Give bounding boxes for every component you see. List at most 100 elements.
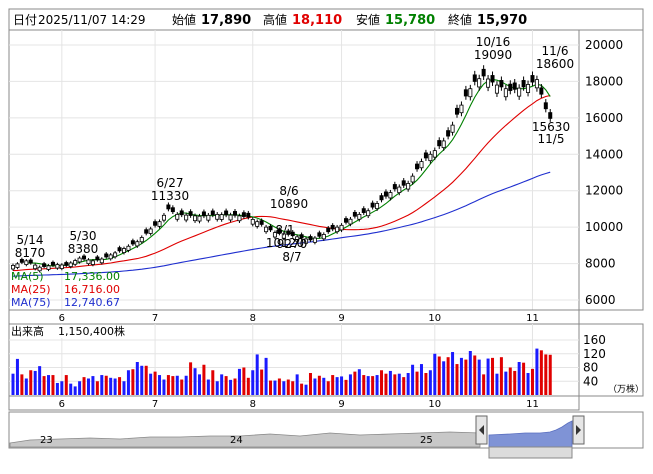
price-x-tick: 7 (152, 313, 158, 324)
price-y-tick: 8000 (585, 257, 616, 271)
candle-body (375, 203, 380, 210)
annotation-value: 10890 (270, 197, 308, 211)
candle-body (472, 74, 477, 82)
candle-body (68, 262, 73, 268)
volume-bar (508, 367, 512, 395)
volume-unit: （万株） (608, 383, 644, 395)
close-value: 15,970 (477, 13, 527, 28)
annotation-value: 9270 (277, 237, 308, 251)
volume-bar (149, 373, 153, 395)
volume-bar (24, 378, 28, 395)
volume-bar (424, 373, 428, 395)
candle-body (170, 207, 175, 213)
candle-body (82, 255, 87, 260)
candle-body (259, 220, 264, 225)
volume-bar (340, 376, 344, 395)
candle-body (206, 214, 211, 221)
annotation-value: 18600 (536, 57, 574, 71)
candle-body (179, 210, 184, 216)
candle-body (219, 214, 224, 220)
volume-bar (504, 371, 508, 395)
candle-body (441, 140, 446, 149)
volume-bar (437, 356, 441, 395)
annotation-date: 6/27 (157, 176, 184, 190)
volume-bar (291, 381, 295, 395)
volume-bar (144, 365, 148, 395)
candle-body (348, 218, 353, 225)
volume-bar (482, 374, 486, 395)
candle-body (361, 208, 366, 213)
volume-bar (131, 369, 135, 395)
volume-x-tick: 9 (338, 399, 344, 410)
annotation-value: 8380 (68, 242, 99, 256)
candle-body (64, 262, 69, 266)
volume-bar (348, 374, 352, 395)
volume-x-axis: 6 7 8 9 10 11 (8, 395, 580, 411)
candle-body (330, 224, 335, 230)
volume-bar (255, 354, 259, 395)
candle-body (90, 260, 95, 265)
volume-bar (140, 365, 144, 395)
candle-body (494, 84, 499, 94)
candle-body (130, 240, 135, 245)
candle-body (415, 163, 420, 170)
volume-bar (33, 370, 37, 395)
volume-bar (526, 373, 530, 395)
candle-body (37, 266, 42, 272)
volume-bar (100, 375, 104, 395)
candle-body (139, 237, 144, 243)
candle-body (437, 140, 442, 147)
volume-bar (109, 377, 113, 395)
price-x-axis: 6 7 8 9 10 11 (8, 309, 580, 325)
volume-bar (135, 362, 139, 395)
chevron-left-icon (479, 425, 484, 435)
volume-bar (295, 374, 299, 395)
candle-body (321, 234, 326, 240)
annotation-date: 11/6 (542, 44, 569, 58)
volume-bar (220, 374, 224, 395)
candle-body (512, 82, 517, 90)
price-y-tick: 14000 (585, 147, 623, 161)
annotation-date: 11/5 (538, 132, 565, 146)
volume-bar (344, 379, 348, 395)
candle-body (144, 229, 149, 234)
candle-body (450, 124, 455, 133)
candle-body (77, 257, 82, 263)
volume-bar (499, 357, 503, 395)
range-scrollbar-thumb[interactable] (488, 446, 573, 459)
candle-body (419, 161, 424, 169)
volume-bar (517, 362, 521, 395)
candle-body (499, 80, 504, 88)
candle-body (490, 75, 495, 83)
chevron-right-icon (576, 425, 581, 435)
legend-ma5-name: MA(5) (11, 270, 44, 283)
volume-bar (11, 373, 15, 395)
legend-ma25-value: 16,716.00 (64, 283, 120, 296)
overview-tick-23: 23 (40, 435, 53, 446)
candle-body (463, 89, 468, 97)
volume-bar (388, 370, 392, 395)
annotation-date: 8/6 (279, 184, 298, 198)
volume-bar (513, 370, 517, 395)
candle-body (397, 186, 402, 194)
volume-bar (277, 378, 281, 395)
annotation-date: 5/30 (70, 229, 97, 243)
legend-ma75-name: MA(75) (11, 296, 51, 309)
volume-bar (171, 376, 175, 395)
volume-bar (491, 357, 495, 395)
volume-bar (548, 354, 552, 395)
volume-bar (375, 375, 379, 395)
candle-body (410, 175, 415, 183)
candle-body (268, 225, 273, 231)
candle-body (161, 214, 166, 221)
volume-bar (366, 376, 370, 395)
legend-ma75-value: 12,740.67 (64, 296, 120, 309)
low-value: 15,780 (385, 13, 435, 28)
open-value: 17,890 (201, 13, 251, 28)
candle-body (224, 210, 229, 216)
volume-bar (69, 383, 73, 395)
volume-bar (380, 370, 384, 395)
volume-bar (193, 368, 197, 395)
volume-bar (91, 376, 95, 395)
candle-body (50, 261, 55, 266)
